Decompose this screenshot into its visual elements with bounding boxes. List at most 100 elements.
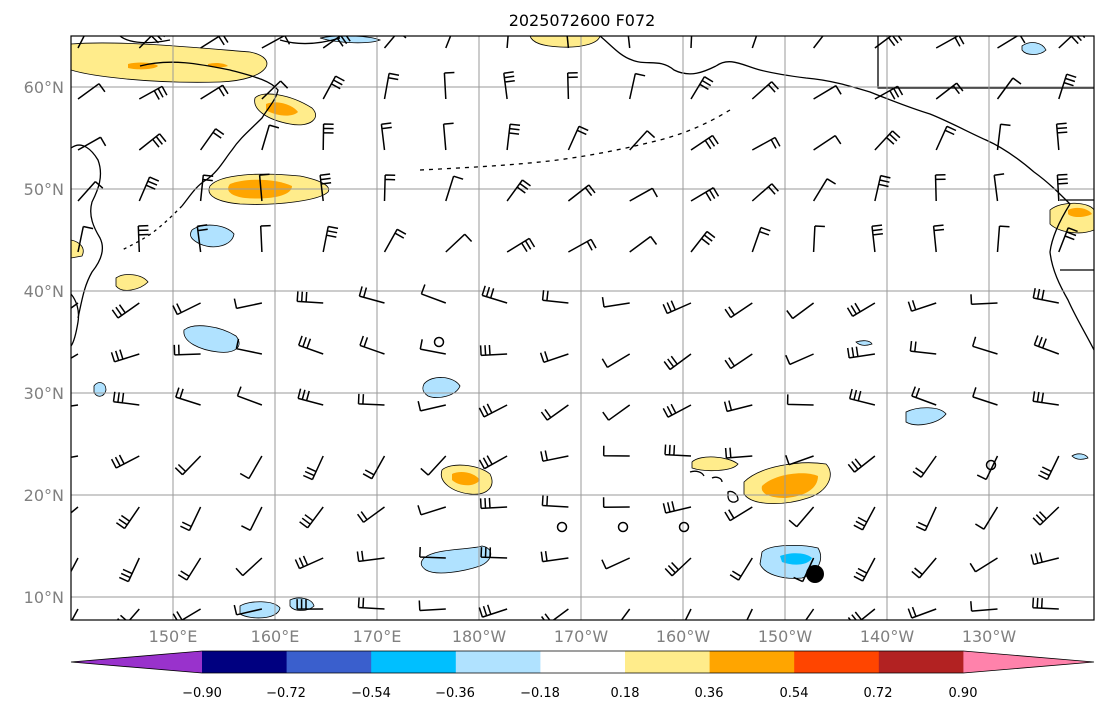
wind-barb (112, 391, 140, 406)
wind-barb (261, 36, 291, 49)
wind-barb (445, 175, 464, 202)
wind-barb (751, 136, 781, 151)
wind-barb (302, 455, 324, 481)
wind-barb (567, 184, 596, 202)
wind-barb (117, 608, 140, 620)
wind-barb (233, 604, 263, 616)
wind-barb (71, 608, 79, 620)
wind-barb (294, 555, 324, 570)
negative-anomaly-region (905, 407, 947, 426)
wind-barb (785, 353, 814, 366)
wind-barb (235, 557, 263, 577)
wind-barb (445, 233, 473, 253)
wind-barb (996, 77, 1022, 100)
wind-barb (539, 351, 569, 364)
wind-barb (846, 302, 876, 317)
wind-barb (540, 404, 569, 421)
wind-barb (258, 173, 270, 202)
wind-barb (1030, 552, 1059, 566)
wind-barb (478, 604, 508, 618)
wind-barb (138, 176, 160, 202)
wind-barb (812, 225, 825, 253)
wind-barb (813, 36, 824, 49)
lon-label: 160°E (251, 627, 300, 646)
wind-barb (478, 455, 508, 470)
japan-coast (71, 293, 80, 347)
wind-barb (71, 404, 79, 407)
wind-barb (322, 123, 334, 151)
wind-barb (420, 284, 447, 304)
wind-barb (259, 224, 271, 253)
wind-barb (813, 85, 842, 100)
wind-barb (662, 501, 692, 514)
alaska-coast (715, 61, 1071, 205)
colorbar-tick-label: 0.54 (780, 686, 809, 701)
wind-barb (972, 387, 998, 406)
latitude-labels: 60°N 50°N 40°N 30°N 20°N 10°N (24, 78, 64, 607)
colorbar-tick-label: 0.36 (695, 686, 724, 701)
wind-barb (729, 557, 753, 581)
wind-barb (976, 455, 999, 481)
colorbar-bin (625, 651, 711, 673)
wind-barb (662, 403, 692, 418)
wind-barb (1032, 391, 1059, 406)
positive-anomaly-core (1068, 207, 1092, 217)
wind-barb (110, 454, 140, 469)
wind-barb (853, 506, 876, 531)
wind-barb (235, 338, 263, 355)
wind-barb (568, 238, 597, 253)
positive-anomaly-core (266, 102, 298, 116)
colorbar-bin (202, 651, 288, 673)
wind-barb (909, 341, 937, 355)
wind-barb (751, 36, 758, 49)
wind-barb (601, 557, 631, 570)
wind-barb (445, 36, 452, 49)
wind-barb (503, 71, 515, 100)
colorbar-tick-label: 0.18 (611, 686, 640, 701)
colorbar-bin (878, 651, 964, 673)
wind-barb (996, 225, 1010, 253)
wind-barb (629, 235, 658, 253)
wind-barb (479, 344, 508, 357)
positive-anomaly-region (529, 36, 601, 48)
colorbar-bin (455, 651, 541, 673)
wind-barb (239, 455, 263, 480)
wind-barb (812, 178, 836, 202)
negative-anomaly-region (93, 382, 107, 397)
wind-barb (137, 224, 149, 253)
wind-barb (322, 36, 351, 49)
hawaii-islands (689, 470, 739, 503)
wind-barb (196, 224, 208, 253)
lat-label: 20°N (24, 486, 64, 505)
wind-barb (418, 600, 446, 612)
wind-barb (478, 403, 508, 418)
wind-barb (975, 506, 999, 530)
wind-barb (110, 349, 140, 363)
wind-barb (172, 302, 201, 316)
wind-barb (199, 174, 214, 202)
wind-barb (138, 36, 166, 49)
wind-barb (417, 401, 446, 412)
wind-barb (751, 81, 779, 100)
negative-anomaly-core (780, 553, 812, 565)
coastlines (71, 36, 1094, 503)
us-west-coast (1049, 203, 1094, 351)
wind-barb (540, 450, 569, 462)
wind-barb (357, 597, 385, 610)
wind-barb (971, 336, 998, 355)
calm-circle (556, 521, 568, 533)
colorbar-tick-label: −0.36 (435, 686, 475, 701)
wind-barb (932, 224, 945, 253)
lat-label: 40°N (24, 282, 64, 301)
wind-barb (77, 225, 94, 253)
calm-markers (433, 336, 997, 533)
wind-barb (912, 455, 937, 478)
wind-barb (1058, 73, 1077, 100)
wind-barb (359, 335, 385, 355)
wind-barb (180, 506, 202, 532)
map-title: 2025072600 F072 (509, 11, 656, 30)
wind-barb (383, 72, 400, 100)
wind-barb (77, 83, 106, 100)
wind-barb (540, 550, 569, 563)
colorbar (70, 650, 1095, 674)
